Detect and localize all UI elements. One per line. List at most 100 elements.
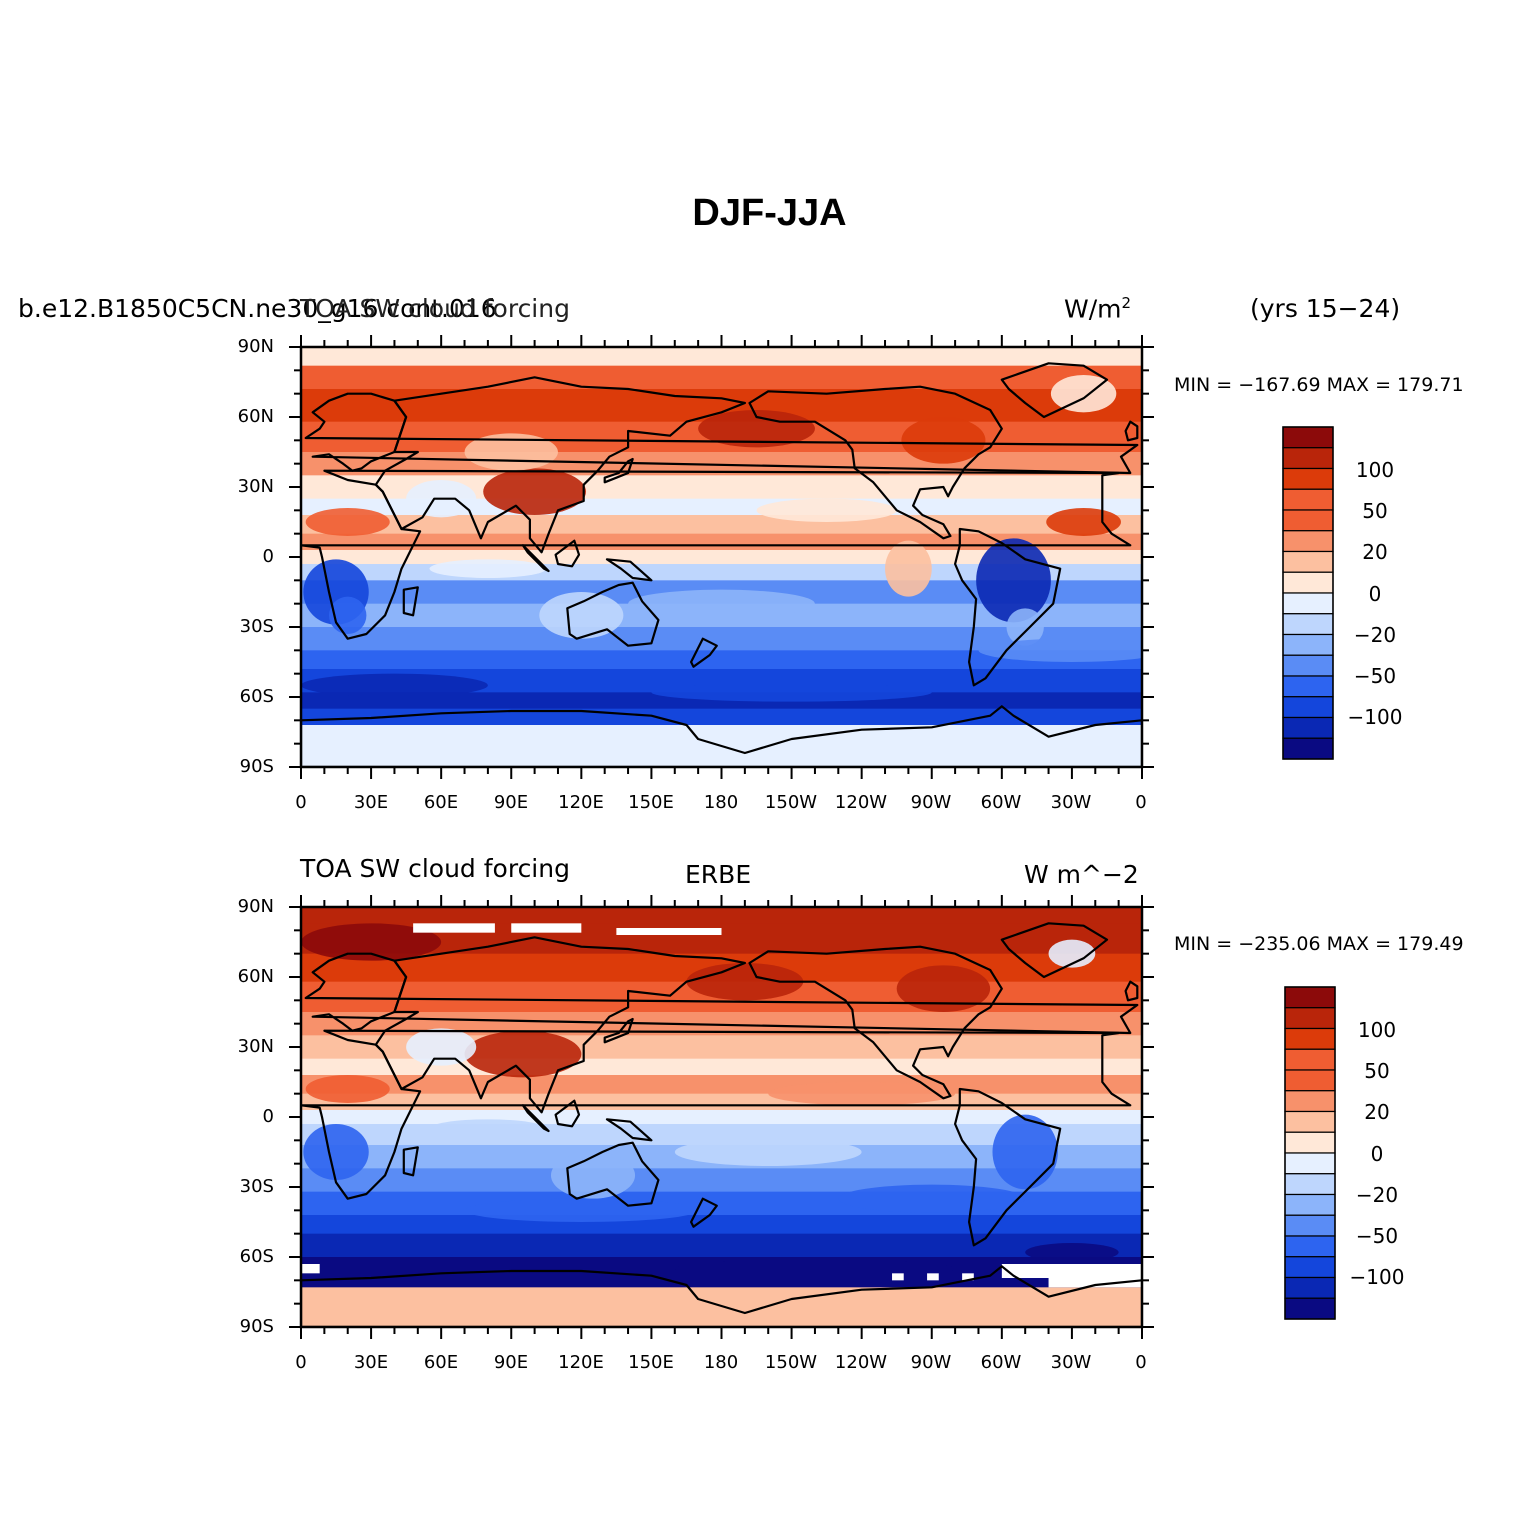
panel1-band: [301, 669, 1142, 693]
panel1-center-label: TOA SW cloud forcing: [300, 294, 570, 323]
p2-ytick-30n: 30N: [237, 1036, 274, 1057]
panel1-units-exponent: 2: [1121, 294, 1132, 312]
p2-xtick: 150E: [628, 1352, 674, 1373]
p2-xtick: 90E: [493, 1352, 529, 1373]
colorbar-swatch: [1284, 1173, 1336, 1196]
panel2-band: [301, 1287, 1142, 1327]
p2-xtick: 30E: [353, 1352, 389, 1373]
panel2-field: [301, 907, 1142, 1327]
p1-xtick: 60W: [980, 792, 1022, 813]
panel2-missing-data: [962, 1273, 974, 1281]
panel1-years-label: (yrs 15−24): [1250, 294, 1401, 323]
colorbar-swatch: [1282, 447, 1334, 470]
p2-colorbar-label: 0: [1370, 1142, 1384, 1166]
panel1-band: [301, 365, 1142, 390]
p1-ytick-60n: 60N: [237, 406, 274, 427]
p2-xtick: 180: [703, 1352, 739, 1373]
colorbar-swatch: [1282, 426, 1334, 449]
colorbar-swatch: [1282, 592, 1334, 615]
coastline-sumatra: [521, 544, 550, 573]
panel2-band: [301, 1233, 1142, 1258]
colorbar-swatch: [1282, 633, 1334, 656]
coastline-australia: [566, 581, 660, 647]
p1-ytick-0: 0: [262, 546, 274, 567]
p1-ytick-90s: 90S: [239, 756, 274, 777]
p1-colorbar-label: 50: [1362, 499, 1388, 523]
panel1-map: [289, 335, 1334, 779]
panel2-contour-blob: [429, 1119, 547, 1138]
panel2-missing-data: [892, 1273, 904, 1281]
p1-xtick: 150W: [764, 792, 818, 813]
panel2-colorbar: [1284, 986, 1336, 1320]
colorbar-swatch: [1284, 1110, 1336, 1133]
panel1-contour-blob: [628, 589, 815, 618]
p1-ytick-90n: 90N: [237, 336, 274, 357]
p1-xtick: 120E: [558, 792, 604, 813]
panel1-contour-blob: [301, 673, 488, 697]
colorbar-swatch: [1282, 467, 1334, 490]
colorbar-swatch: [1284, 1027, 1336, 1050]
p1-xtick: 90E: [493, 792, 529, 813]
p2-colorbar-label: −100: [1349, 1265, 1405, 1289]
panel2-missing-data: [1001, 1264, 1142, 1278]
colorbar-swatch: [1282, 716, 1334, 739]
p1-xtick: 30E: [353, 792, 389, 813]
coastline-newguinea: [605, 558, 653, 582]
panel1-contour-blob: [978, 638, 1142, 662]
coastline-newzealand: [689, 1197, 718, 1228]
coastline-samerica: [953, 527, 1062, 687]
panel2-contour-blob: [550, 1152, 636, 1199]
colorbar-swatch: [1284, 1069, 1336, 1092]
coastline-borneo: [554, 539, 581, 568]
panel1-units-text: W/m: [1064, 294, 1122, 324]
coastline-britain: [1124, 420, 1139, 442]
panel1-colorbar: [1282, 426, 1334, 760]
p1-xtick: 60E: [423, 792, 459, 813]
colorbar-frame: [1284, 986, 1336, 1320]
panel2-contour-blob: [674, 1138, 862, 1166]
p1-ytick-30n: 30N: [237, 476, 274, 497]
panel2-contour-blob: [303, 1124, 369, 1180]
colorbar-swatch: [1282, 509, 1334, 532]
colorbar-swatch: [1284, 1214, 1336, 1237]
panel1-contour-blob: [1006, 608, 1044, 646]
p2-xtick: 90W: [910, 1352, 952, 1373]
panel2-contour-blob: [464, 1198, 699, 1223]
p1-xtick: 120W: [834, 792, 888, 813]
coastline-antarctica: [301, 1265, 1142, 1327]
coastline-asia: [374, 376, 747, 554]
panel1-contour-blob: [483, 468, 587, 515]
panel2-contour-blob: [301, 923, 442, 961]
colorbar-swatch: [1282, 613, 1334, 636]
coastline-madagascar: [402, 1146, 419, 1177]
coastline-newzealand: [689, 637, 718, 668]
p2-xtick: 0: [295, 1352, 307, 1373]
colorbar-swatch: [1284, 1007, 1336, 1030]
panel2-map: [289, 895, 1336, 1339]
p1-ytick-60s: 60S: [239, 686, 274, 707]
panel2-band: [301, 1075, 1142, 1095]
coastline-newguinea: [605, 1118, 653, 1142]
panel2-coastlines: [301, 922, 1142, 1327]
p2-colorbar-label: 50: [1364, 1059, 1390, 1083]
panel2-contour-blob: [896, 965, 991, 1013]
panel2-contour-blob: [1048, 939, 1096, 968]
coastline-asia: [374, 936, 747, 1114]
colorbar-swatch: [1282, 571, 1334, 594]
panel1-band: [301, 515, 1142, 535]
colorbar-swatch: [1284, 1256, 1336, 1279]
p1-xtick: 180: [703, 792, 739, 813]
p2-ytick-60s: 60S: [239, 1246, 274, 1267]
panel1-units-label: W/m2: [1064, 294, 1131, 323]
colorbar-swatch: [1284, 1235, 1336, 1258]
panel2-contour-blob: [838, 1184, 1026, 1213]
p1-colorbar-label: 0: [1368, 582, 1382, 606]
panel2-band: [301, 907, 1142, 924]
panel2-contour-blob: [406, 1028, 477, 1066]
p1-xtick: 0: [1135, 792, 1147, 813]
coastline-borneo: [554, 1099, 581, 1128]
panel1-band: [301, 692, 1142, 710]
colorbar-swatch: [1284, 1090, 1336, 1113]
panel2-units-label: W m^−2: [1024, 860, 1139, 889]
